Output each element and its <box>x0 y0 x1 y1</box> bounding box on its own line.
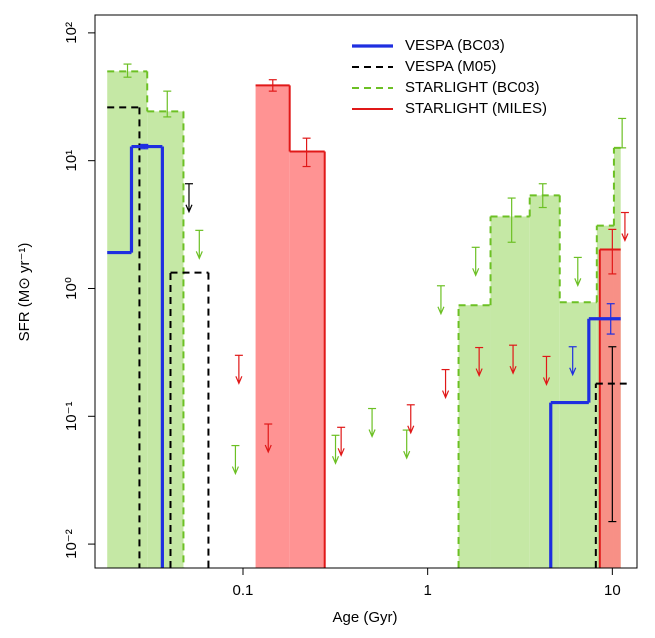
y-tick-label: 10⁻¹ <box>63 401 80 431</box>
line-layer <box>107 70 627 568</box>
upper-limit-arrow <box>509 345 517 375</box>
upper-limit-arrow <box>621 212 629 243</box>
upper-limit-arrow <box>542 356 551 386</box>
err-layer <box>123 63 629 523</box>
upper-limit-arrow <box>337 427 345 457</box>
legend-label: STARLIGHT (BC03) <box>405 79 539 96</box>
upper-limit-arrow <box>442 369 450 400</box>
bar-fill <box>147 111 184 568</box>
upper-limit-arrow <box>368 408 376 439</box>
bar-fill <box>255 85 290 569</box>
upper-limit-arrow <box>403 430 411 460</box>
upper-limit-arrow <box>264 424 272 454</box>
upper-limit-arrow <box>185 183 193 214</box>
legend-label: STARLIGHT (MILES) <box>405 100 547 117</box>
upper-limit-arrow <box>437 285 445 316</box>
upper-limit-arrow <box>195 230 203 260</box>
upper-limit-arrow <box>475 347 483 378</box>
y-tick-label: 10⁰ <box>63 277 80 300</box>
bar-fill <box>107 71 148 569</box>
x-tick-label: 1 <box>423 582 431 599</box>
legend-label: VESPA (M05) <box>405 58 496 75</box>
plot-frame <box>94 14 638 569</box>
upper-limit-arrow <box>472 247 480 277</box>
x-axis-label: Age (Gyr) <box>332 609 397 626</box>
y-axis-label: SFR (M⊙ yr⁻¹) <box>16 243 33 342</box>
legend-label: VESPA (BC03) <box>405 37 505 54</box>
bar-fill <box>599 249 621 568</box>
upper-limit-arrow <box>231 445 239 476</box>
y-tick-label: 10¹ <box>63 150 80 172</box>
x-tick-label: 10 <box>604 582 621 599</box>
upper-limit-arrow <box>574 257 582 287</box>
bar-fill <box>458 305 491 568</box>
y-tick-label: 10⁻² <box>63 529 80 559</box>
bar-fill <box>559 302 597 568</box>
upper-limit-arrow <box>331 435 340 465</box>
upper-limit-arrow <box>569 346 577 377</box>
x-tick-label: 0.1 <box>233 582 254 599</box>
upper-limit-arrow <box>407 404 415 435</box>
upper-limit-arrow <box>235 355 243 385</box>
y-tick-label: 10² <box>63 22 80 44</box>
bar-fill <box>289 151 325 569</box>
bar-fill <box>490 216 530 568</box>
